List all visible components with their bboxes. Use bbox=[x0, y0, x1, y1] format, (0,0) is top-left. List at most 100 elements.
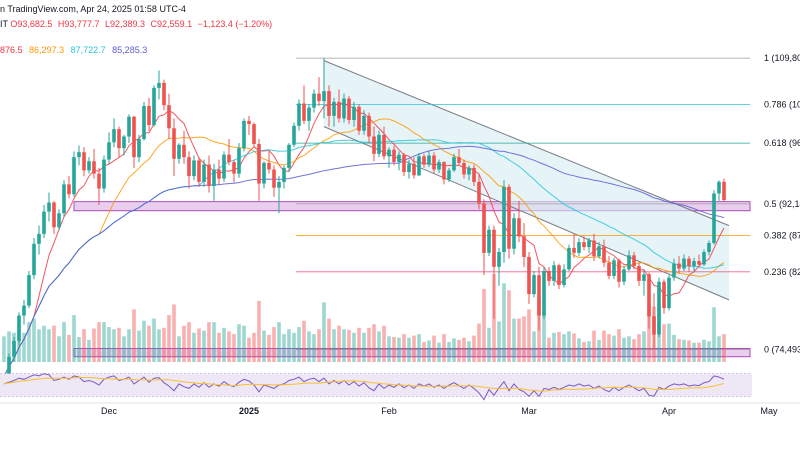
volume-bar bbox=[677, 339, 681, 362]
candle-body bbox=[357, 106, 361, 131]
volume-bar bbox=[457, 339, 461, 362]
volume-bar bbox=[72, 315, 76, 362]
candle-body bbox=[552, 265, 556, 281]
volume-layer bbox=[2, 274, 726, 362]
volume-bar bbox=[227, 331, 231, 362]
candle-body bbox=[512, 218, 516, 249]
candle-body bbox=[617, 260, 621, 282]
volume-bar bbox=[287, 329, 291, 362]
candle-body bbox=[587, 240, 591, 248]
candle-body bbox=[42, 211, 46, 234]
candle-body bbox=[267, 162, 271, 170]
time-tick-label: Dec bbox=[101, 406, 118, 416]
volume-bar bbox=[512, 318, 516, 362]
volume-bar bbox=[477, 323, 481, 362]
volume-bar bbox=[102, 322, 106, 362]
volume-bar bbox=[537, 299, 541, 362]
volume-bar bbox=[112, 329, 116, 362]
ma-value-2: 86,297.3 bbox=[29, 45, 65, 55]
volume-bar bbox=[577, 338, 581, 362]
candles-layer bbox=[2, 58, 726, 395]
volume-bar bbox=[472, 335, 476, 362]
volume-bar bbox=[617, 329, 621, 362]
candle-body bbox=[57, 213, 61, 228]
candle-body bbox=[377, 134, 381, 154]
candle-body bbox=[622, 269, 626, 282]
volume-bar bbox=[147, 325, 151, 362]
candle-body bbox=[152, 87, 156, 125]
candle-body bbox=[712, 193, 716, 243]
candle-body bbox=[62, 184, 66, 214]
volume-bar bbox=[407, 337, 411, 362]
candle-body bbox=[707, 242, 711, 253]
candle-body bbox=[172, 128, 176, 159]
volume-bar bbox=[242, 325, 246, 362]
candle-body bbox=[347, 98, 351, 121]
candle-body bbox=[97, 173, 101, 189]
volume-bar bbox=[467, 341, 471, 362]
volume-bar bbox=[447, 341, 451, 362]
volume-bar bbox=[622, 337, 626, 362]
volume-bar bbox=[167, 315, 171, 362]
candle-body bbox=[232, 162, 236, 174]
volume-bar bbox=[717, 336, 721, 362]
candle-body bbox=[162, 82, 166, 106]
candle-body bbox=[122, 136, 126, 149]
channel-lower-line bbox=[323, 126, 730, 301]
volume-bar bbox=[402, 334, 406, 362]
candle-body bbox=[117, 129, 121, 149]
candle-body bbox=[137, 139, 141, 158]
fib-label-3: 0.5 (92,14 bbox=[764, 199, 800, 209]
volume-bar bbox=[362, 332, 366, 362]
volume-bar bbox=[437, 342, 441, 362]
candle-body bbox=[392, 149, 396, 163]
volume-bar bbox=[372, 324, 376, 362]
volume-bar bbox=[692, 342, 696, 362]
symbol-suffix: IT bbox=[0, 19, 8, 29]
candle-body bbox=[442, 162, 446, 180]
volume-bar bbox=[357, 327, 361, 362]
candle-body bbox=[647, 274, 651, 317]
volume-bar bbox=[172, 304, 176, 362]
volume-bar bbox=[237, 324, 241, 362]
volume-bar bbox=[292, 332, 296, 362]
volume-bar bbox=[592, 330, 596, 362]
volume-bar bbox=[582, 341, 586, 362]
volume-bar bbox=[152, 318, 156, 362]
candle-body bbox=[252, 124, 256, 144]
time-tick-label: May bbox=[760, 406, 778, 416]
candle-body bbox=[217, 169, 221, 179]
volume-bar bbox=[602, 330, 606, 362]
volume-bar bbox=[107, 327, 111, 362]
candle-body bbox=[717, 181, 721, 194]
candle-body bbox=[572, 247, 576, 253]
rsi-band bbox=[0, 373, 752, 397]
volume-bar bbox=[212, 322, 216, 362]
candle-body bbox=[577, 242, 581, 253]
candle-body bbox=[692, 261, 696, 267]
volume-bar bbox=[412, 335, 416, 362]
candle-body bbox=[222, 154, 226, 179]
volume-bar bbox=[192, 332, 196, 362]
candle-body bbox=[417, 156, 421, 176]
candle-body bbox=[547, 271, 551, 281]
volume-bar bbox=[667, 323, 671, 362]
candle-body bbox=[157, 82, 161, 88]
volume-bar bbox=[2, 336, 6, 362]
candle-body bbox=[247, 120, 251, 125]
ma-value-3: 87,722.7 bbox=[70, 45, 106, 55]
time-tick-label: Apr bbox=[662, 406, 676, 416]
candle-body bbox=[672, 263, 676, 278]
volume-bar bbox=[522, 316, 526, 362]
candle-body bbox=[462, 162, 466, 175]
volume-bar bbox=[442, 334, 446, 362]
volume-bar bbox=[27, 322, 31, 362]
volume-bar bbox=[47, 329, 51, 362]
volume-bar bbox=[682, 339, 686, 362]
volume-bar bbox=[612, 335, 616, 362]
candle-body bbox=[107, 142, 111, 160]
candle-body bbox=[517, 218, 521, 237]
volume-bar bbox=[392, 337, 396, 362]
time-tick-label: 2025 bbox=[239, 406, 259, 416]
